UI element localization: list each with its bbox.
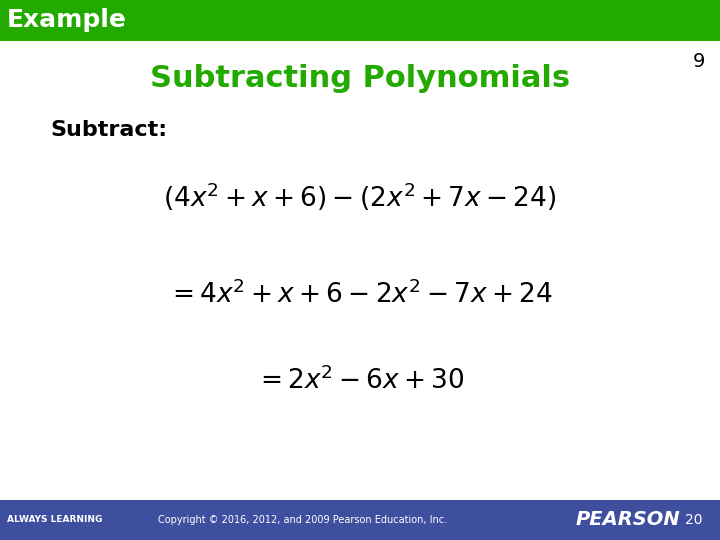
Text: $=2x^2-6x+30$: $=2x^2-6x+30$ [256, 367, 464, 395]
Text: Subtracting Polynomials: Subtracting Polynomials [150, 64, 570, 93]
FancyBboxPatch shape [0, 500, 720, 540]
Text: PEARSON: PEARSON [576, 510, 680, 529]
Text: $\left(4x^2+x+6\right)-\left(2x^2+7x-24\right)$: $\left(4x^2+x+6\right)-\left(2x^2+7x-24\… [163, 181, 557, 213]
Text: Example: Example [7, 8, 127, 32]
FancyBboxPatch shape [0, 0, 720, 40]
Text: $=4x^2+x+6-2x^2-7x+24$: $=4x^2+x+6-2x^2-7x+24$ [167, 280, 553, 308]
Text: ALWAYS LEARNING: ALWAYS LEARNING [7, 515, 102, 524]
Text: Copyright © 2016, 2012, and 2009 Pearson Education, Inc.: Copyright © 2016, 2012, and 2009 Pearson… [158, 515, 447, 525]
Text: 9: 9 [693, 52, 706, 71]
Text: Subtract:: Subtract: [50, 119, 168, 140]
Text: 20: 20 [685, 513, 702, 526]
